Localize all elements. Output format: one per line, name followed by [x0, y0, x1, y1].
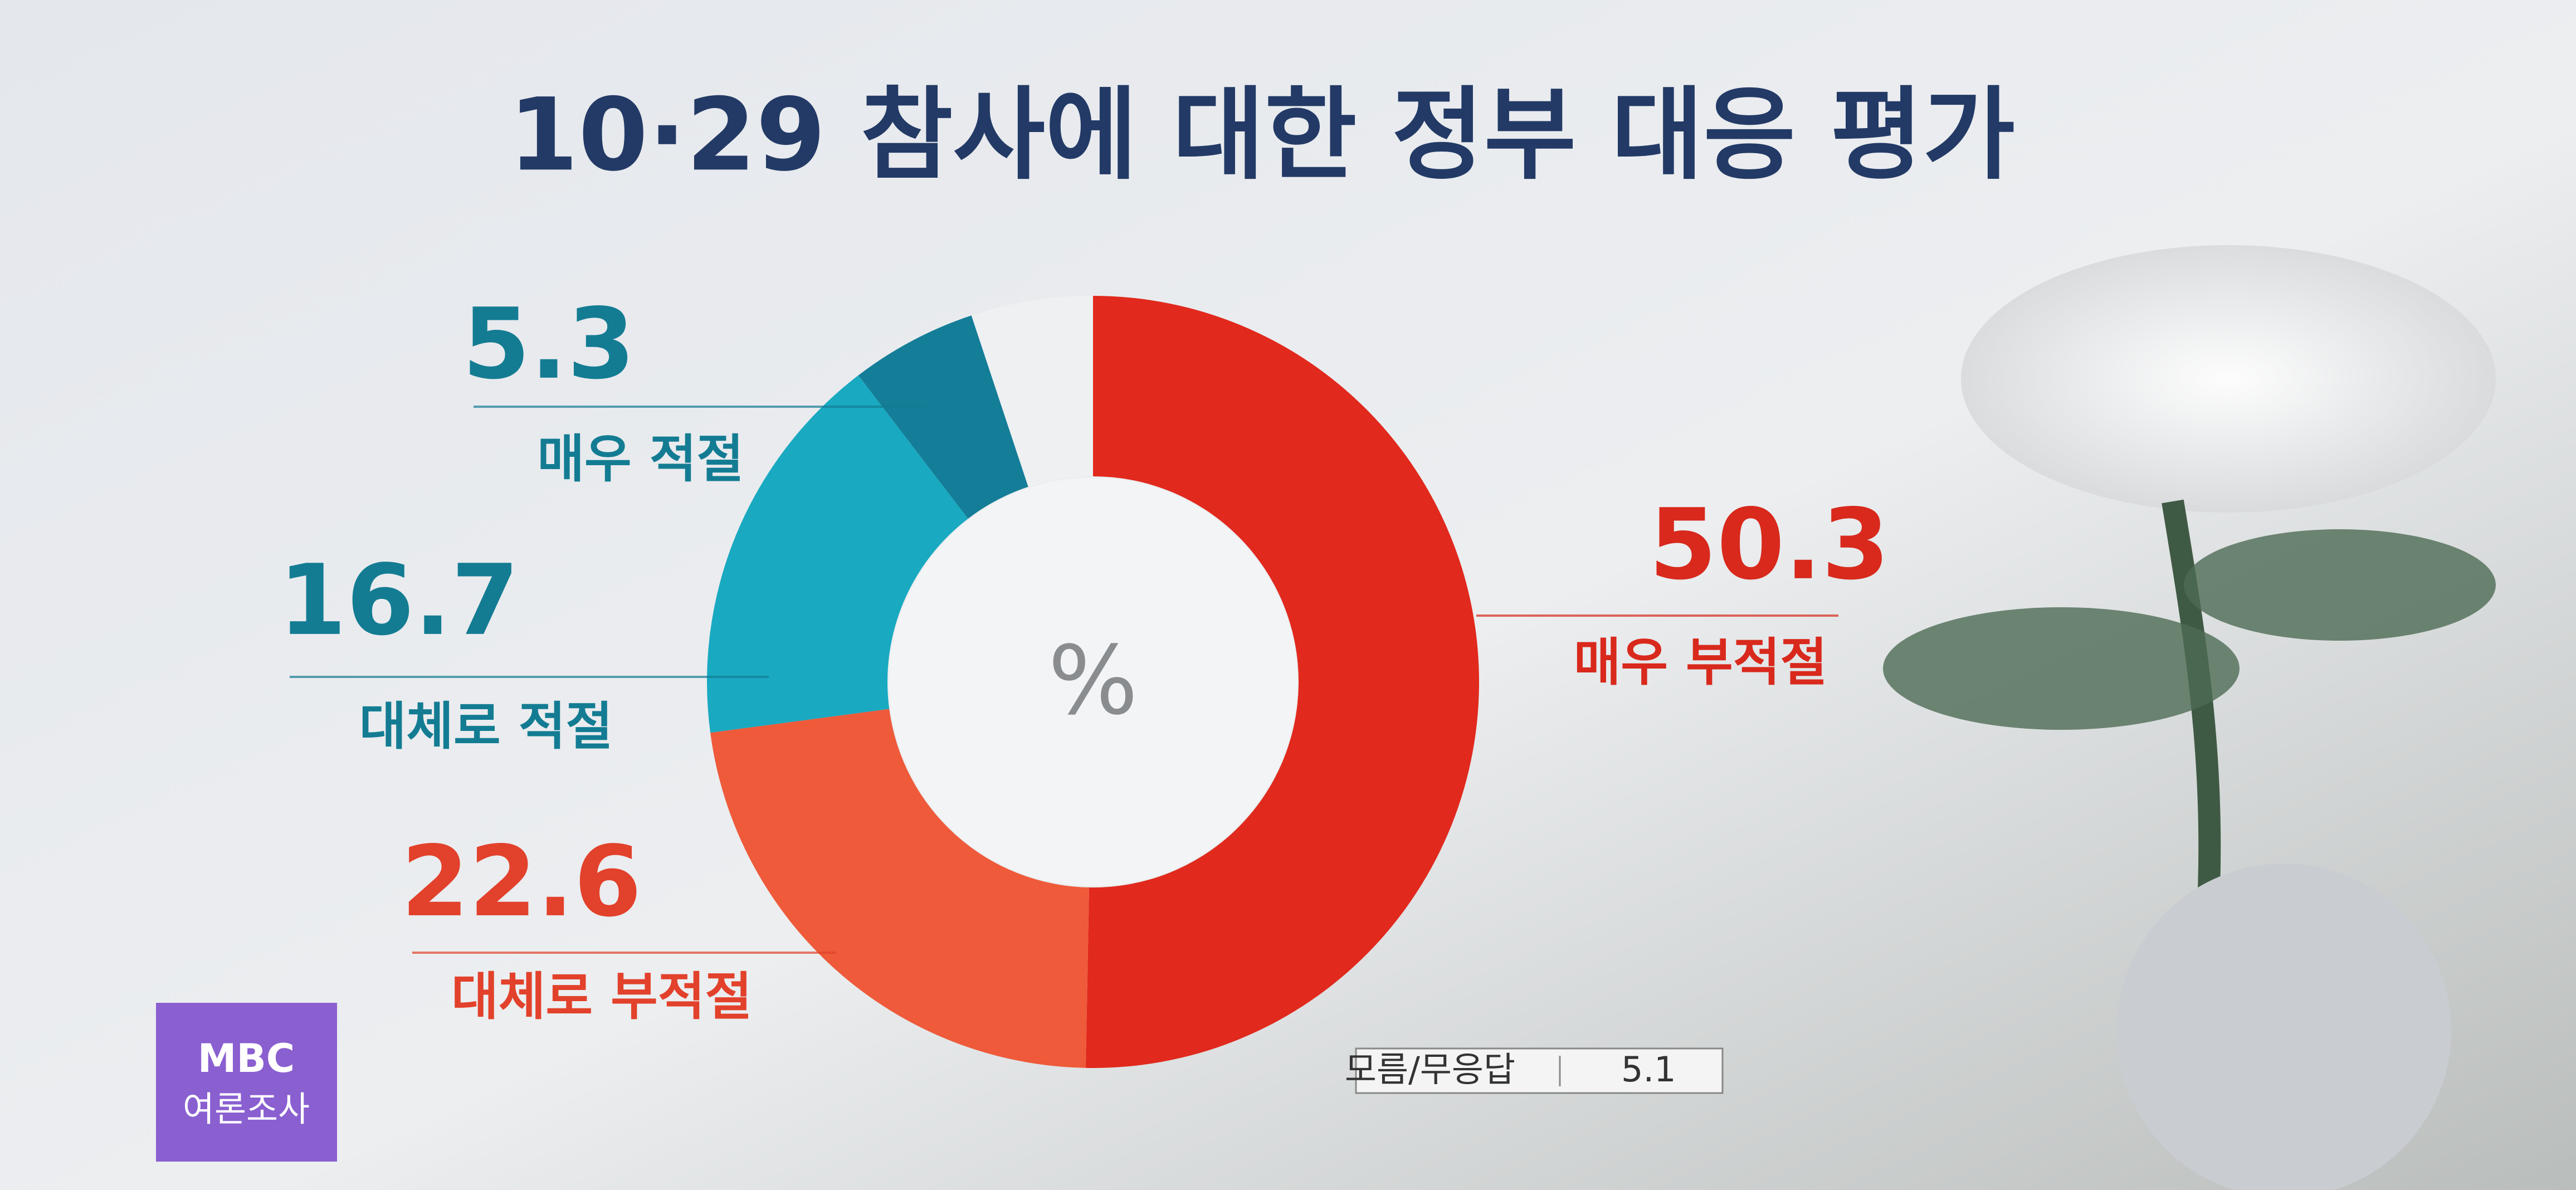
category-label: 매우 부적절 — [1574, 632, 1827, 692]
category-label: 대체로 적절 — [359, 696, 613, 756]
chart-title: 10·29 참사에 대한 정부 대응 평가 — [509, 77, 2015, 193]
value-label: 22.6 — [401, 826, 642, 939]
stem-decoration — [2162, 499, 2221, 948]
donut-segment — [858, 315, 1028, 519]
logo-subtext: 여론조사 — [183, 1089, 310, 1129]
donut-segment — [971, 296, 1093, 487]
center-label: % — [1048, 626, 1138, 736]
donut-segment — [1085, 296, 1479, 1068]
unknown-box — [1355, 1047, 1724, 1094]
category-label: 대체로 부적절 — [451, 967, 752, 1026]
leaf-decoration — [1883, 607, 2240, 730]
logo-box — [156, 1003, 337, 1162]
sign-language-inset — [2117, 864, 2451, 1190]
flower-decoration — [1961, 245, 2496, 513]
category-label: 매우 적절 — [537, 429, 744, 489]
value-label: 5.3 — [462, 288, 635, 401]
unknown-value: 5.1 — [1621, 1049, 1676, 1090]
value-label: 16.7 — [279, 544, 519, 657]
donut-hole — [889, 477, 1297, 886]
donut-segment — [710, 709, 1090, 1068]
unknown-label: 모름/무응답 — [1345, 1049, 1515, 1090]
value-label: 50.3 — [1649, 489, 1890, 602]
logo-text: MBC — [198, 1036, 295, 1081]
donut-segment — [706, 375, 968, 733]
leaf-decoration — [2184, 529, 2496, 641]
